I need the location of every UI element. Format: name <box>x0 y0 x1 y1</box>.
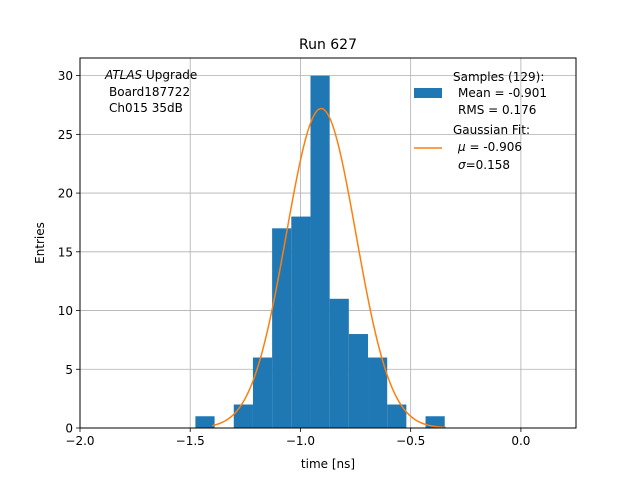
legend-hist-label: Samples (129): <box>453 70 544 84</box>
legend-hist-mean: Mean = -0.901 <box>458 86 547 100</box>
y-tick-label: 30 <box>58 69 73 83</box>
x-tick-label: −0.5 <box>396 434 425 448</box>
legend-fit-sigma-symbol: σ <box>458 158 466 172</box>
chart-title: Run 627 <box>299 37 357 53</box>
y-tick-label: 20 <box>58 187 73 201</box>
legend-hist-swatch <box>414 88 442 98</box>
legend-fit-mu-symbol: μ <box>457 140 466 154</box>
histogram-bar <box>310 75 330 428</box>
histogram-bars <box>195 75 445 428</box>
y-axis-label: Entries <box>33 222 47 264</box>
x-axis-label: time [ns] <box>301 457 355 471</box>
annotation-line-1: ATLAS Upgrade <box>104 68 197 82</box>
legend-hist-rms: RMS = 0.176 <box>458 103 536 117</box>
histogram-bar <box>272 228 292 428</box>
histogram-bar <box>195 416 215 428</box>
histogram-bar <box>291 216 311 428</box>
annotation-line-2: Board187722 <box>109 85 190 99</box>
gaussian-fit <box>212 107 446 429</box>
y-tick-label: 15 <box>58 245 73 259</box>
histogram-bar <box>233 404 253 428</box>
legend-fit-mu-value: = -0.906 <box>466 140 522 154</box>
y-tick-label: 5 <box>65 363 73 377</box>
histogram-bar <box>425 416 445 428</box>
legend: Samples (129): Mean = -0.901 RMS = 0.176… <box>414 70 547 172</box>
histogram-bar <box>252 357 273 428</box>
histogram-bar <box>348 334 369 428</box>
x-tick-label: 0.0 <box>511 434 530 448</box>
axes-frame <box>79 57 577 429</box>
gaussian-fit-curve <box>212 107 446 429</box>
histogram-bar <box>387 404 407 428</box>
x-tick-label: −1.0 <box>286 434 315 448</box>
legend-fit-sigma-value: =0.158 <box>466 158 510 172</box>
histogram-bar <box>368 357 388 428</box>
y-tick-label: 10 <box>58 304 73 318</box>
y-tick-label: 0 <box>65 422 73 436</box>
x-tick-label: −2.0 <box>65 434 94 448</box>
legend-fit-label: Gaussian Fit: <box>453 123 530 137</box>
y-tick-label: 25 <box>58 128 73 142</box>
legend-fit-mu: μ = -0.906 <box>457 140 522 154</box>
annotation-line-3: Ch015 35dB <box>109 101 183 115</box>
annotation-atlas: ATLAS <box>104 68 143 82</box>
x-tick-label: −1.5 <box>176 434 205 448</box>
annotation: ATLAS Upgrade Board187722 Ch015 35dB <box>104 68 197 115</box>
annotation-upgrade: Upgrade <box>142 68 197 82</box>
ticks: −2.0 −1.5 −1.0 −0.5 0.0 0 5 10 15 20 25 30 <box>58 69 531 448</box>
legend-fit-sigma: σ=0.158 <box>458 158 510 172</box>
histogram-bar <box>329 298 349 428</box>
